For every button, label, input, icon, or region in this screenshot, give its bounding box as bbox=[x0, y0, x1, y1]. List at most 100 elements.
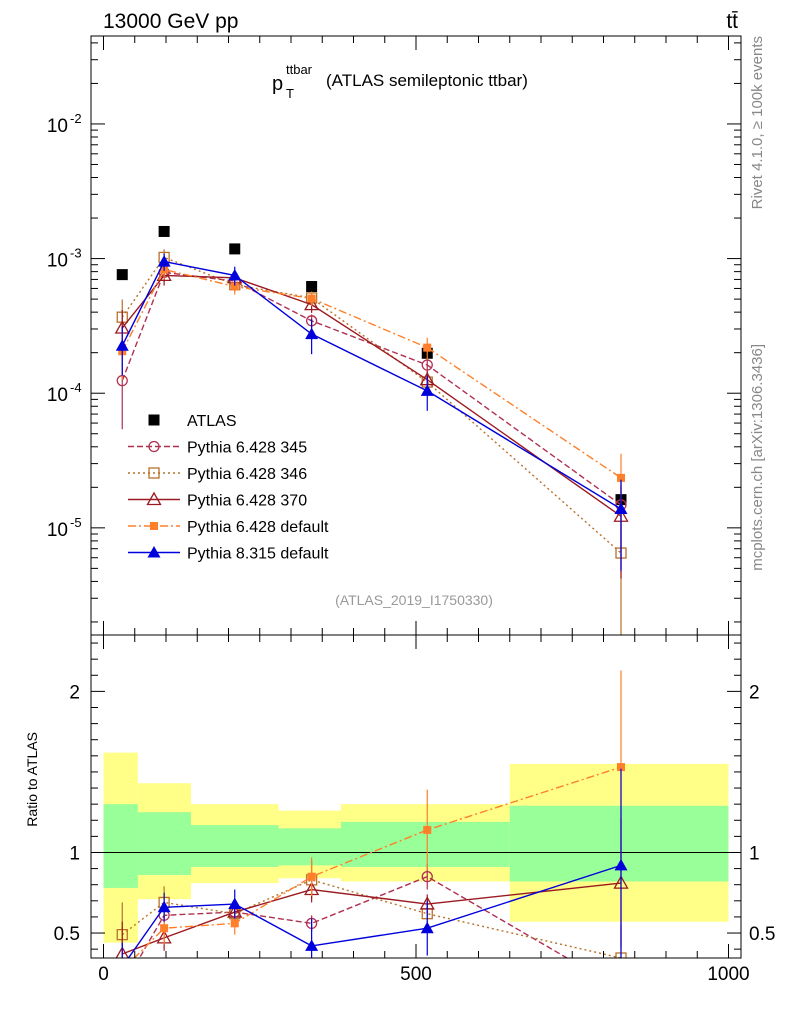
marker-p8def bbox=[228, 268, 242, 281]
ratio-line-p6def bbox=[133, 766, 622, 958]
y-tick-label-right: 2 bbox=[749, 682, 760, 703]
ratio-line-p370 bbox=[121, 882, 622, 955]
x-tick-label: 1000 bbox=[707, 964, 749, 985]
ratio-ticks: 0.5 0.5 1 1 2 2 0 500 1000 bbox=[54, 635, 775, 985]
ratio-marker-p6def bbox=[423, 825, 432, 834]
y-tick-exponent: -2 bbox=[70, 111, 82, 126]
series-line-p8def bbox=[121, 260, 622, 510]
title-subscript: T bbox=[286, 86, 294, 101]
y-tick-label: 10 bbox=[47, 520, 68, 541]
legend-marker bbox=[148, 414, 160, 426]
marker-data bbox=[158, 225, 170, 237]
ratio-line-p8def bbox=[127, 864, 622, 958]
process-label: tt̄ bbox=[726, 10, 738, 33]
marker-p370 bbox=[304, 296, 320, 311]
title-symbol: p bbox=[272, 73, 283, 95]
main-panel: 10-510-410-310-2 bbox=[47, 35, 742, 636]
ratio-marker-p6def bbox=[617, 763, 625, 772]
legend-label: Pythia 6.428 370 bbox=[187, 493, 307, 510]
ratio-plot-area bbox=[91, 670, 741, 994]
legend-entry-p370: Pythia 6.428 370 bbox=[128, 491, 307, 510]
y-tick-label-right: 1 bbox=[749, 843, 760, 864]
ratio-marker-p8def bbox=[614, 858, 628, 871]
uncertainty-band-inner bbox=[137, 812, 191, 876]
source-label: mcplots.cern.ch [arXiv:1306.3436] bbox=[749, 344, 766, 571]
y-tick-label: 0.5 bbox=[54, 924, 80, 945]
marker-data bbox=[306, 281, 318, 293]
marker-p6def bbox=[230, 282, 239, 291]
y-tick-label: 10 bbox=[47, 251, 68, 272]
legend-entry-p346: Pythia 6.428 346 bbox=[128, 466, 307, 483]
series-line-p6def bbox=[121, 268, 622, 479]
ratio-marker-p370 bbox=[115, 946, 129, 958]
marker-p6def bbox=[617, 473, 625, 482]
legend-marker bbox=[147, 546, 161, 558]
y-tick-label: 10 bbox=[47, 385, 68, 406]
main-plot-area bbox=[114, 225, 629, 635]
marker-p8def bbox=[115, 339, 129, 351]
y-tick-label: 1 bbox=[69, 843, 80, 864]
analysis-label: (ATLAS_2019_I1750330) bbox=[335, 592, 493, 608]
y-tick-exponent: -4 bbox=[70, 380, 82, 395]
legend: ATLAS Pythia 6.428 345 Pythia 6.428 346 Pyt… bbox=[128, 413, 329, 563]
legend-marker bbox=[150, 522, 158, 530]
y-tick-label: 2 bbox=[69, 682, 80, 703]
y-tick-exponent: -5 bbox=[70, 515, 82, 530]
marker-p8def bbox=[157, 255, 171, 267]
legend-marker bbox=[146, 491, 162, 506]
ratio-panel: 0.5 0.5 1 1 2 2 0 500 1000 bbox=[54, 634, 775, 994]
rivet-version-label: Rivet 4.1.0, ≥ 100k events bbox=[749, 36, 766, 209]
series-p345 bbox=[116, 264, 627, 560]
ratio-y-axis-label: Ratio to ATLAS bbox=[24, 732, 40, 827]
energy-label: 13000 GeV pp bbox=[103, 10, 238, 33]
x-tick-label: 500 bbox=[400, 964, 432, 985]
y-tick-label: 10 bbox=[47, 116, 68, 137]
ratio-marker-p8def bbox=[420, 921, 434, 934]
ratio-marker-p8def bbox=[116, 960, 129, 972]
marker-p6def bbox=[307, 294, 316, 303]
legend-entry-data: ATLAS bbox=[148, 413, 237, 430]
ratio-marker-p6def bbox=[307, 872, 316, 881]
marker-data bbox=[229, 243, 241, 255]
ratio-line-p345 bbox=[138, 875, 569, 958]
y-tick-label-right: 0.5 bbox=[749, 924, 775, 945]
ratio-marker-p345 bbox=[616, 984, 626, 994]
ratio-marker-p6def bbox=[118, 966, 126, 974]
legend-entry-p345: Pythia 6.428 345 bbox=[128, 440, 307, 457]
title-text: (ATLAS semileptonic ttbar) bbox=[326, 71, 528, 90]
uncertainty-band-inner bbox=[103, 804, 138, 888]
ratio-marker-p345 bbox=[421, 870, 433, 883]
plot-title: p ttbar T (ATLAS semileptonic ttbar) bbox=[272, 62, 528, 101]
series-p8def bbox=[115, 253, 628, 571]
ratio-series-p8def bbox=[116, 768, 628, 972]
series-line-p346 bbox=[121, 256, 622, 554]
ratio-line-p346 bbox=[121, 879, 622, 958]
uncertainty-band-inner bbox=[278, 828, 341, 866]
ratio-marker-p8def bbox=[157, 900, 171, 913]
title-superscript: ttbar bbox=[286, 62, 313, 77]
marker-p8def bbox=[305, 327, 319, 340]
legend-marker bbox=[148, 467, 160, 479]
series-p346 bbox=[116, 249, 627, 635]
legend-label: Pythia 6.428 346 bbox=[187, 466, 307, 483]
ratio-marker-p345 bbox=[117, 983, 127, 993]
legend-label: Pythia 6.428 default bbox=[187, 519, 329, 536]
marker-data bbox=[116, 269, 128, 281]
x-tick-label: 0 bbox=[98, 964, 109, 985]
legend-label: Pythia 8.315 default bbox=[187, 546, 329, 563]
y-tick-exponent: -3 bbox=[70, 246, 82, 261]
legend-label: ATLAS bbox=[187, 413, 237, 430]
uncertainty-band-inner bbox=[191, 825, 279, 867]
ratio-marker-p6def bbox=[160, 924, 169, 933]
marker-p8def bbox=[614, 502, 628, 515]
marker-p8def bbox=[420, 384, 434, 396]
marker-p6def bbox=[423, 343, 432, 352]
legend-entry-p6def: Pythia 6.428 default bbox=[128, 519, 329, 536]
marker-p345 bbox=[421, 359, 433, 371]
legend-marker bbox=[148, 440, 160, 453]
ratio-marker-p8def bbox=[228, 897, 242, 910]
series-line-p345 bbox=[121, 271, 622, 506]
main-y-ticks: 10-510-410-310-2 bbox=[47, 36, 741, 635]
legend-label: Pythia 6.428 345 bbox=[187, 440, 307, 457]
